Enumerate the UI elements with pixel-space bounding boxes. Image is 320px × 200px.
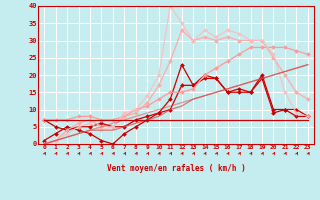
X-axis label: Vent moyen/en rafales ( km/h ): Vent moyen/en rafales ( km/h ) <box>107 164 245 173</box>
